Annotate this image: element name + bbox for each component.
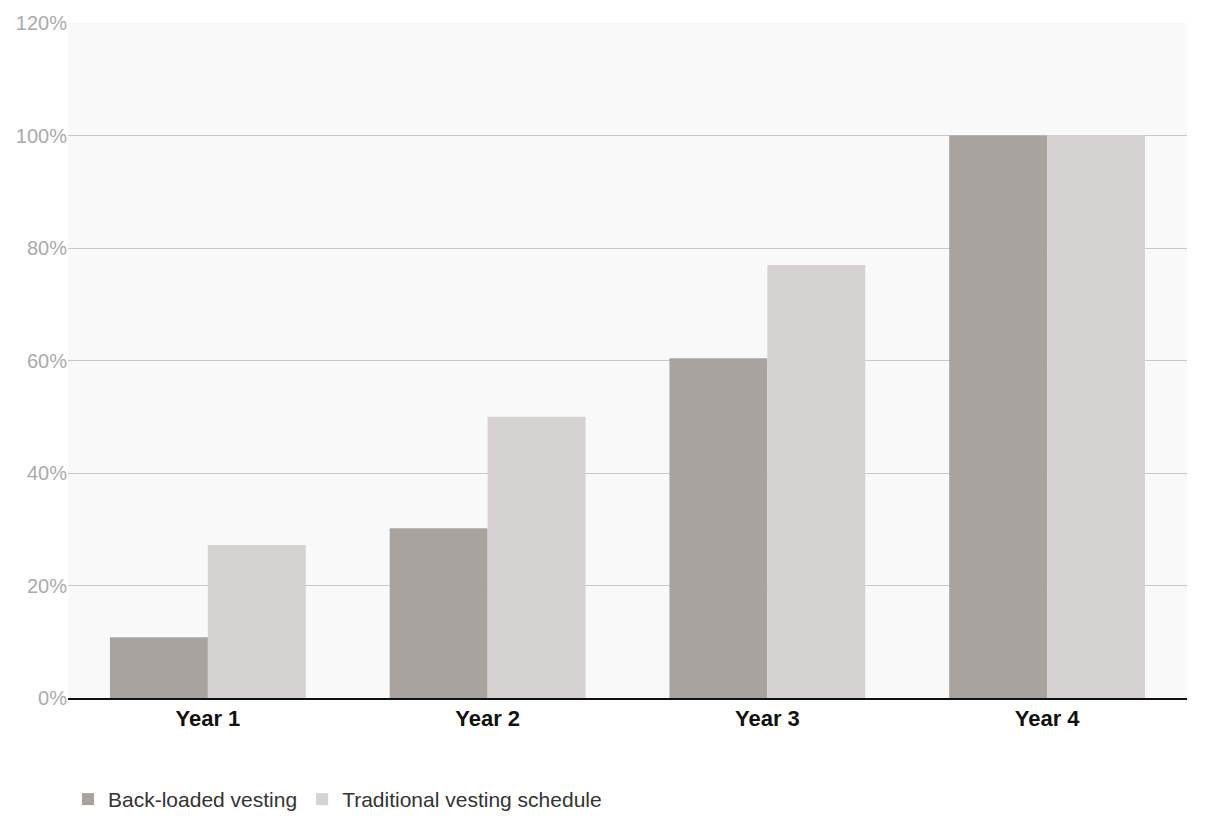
svg-text:40%: 40%	[27, 462, 67, 484]
svg-text:20%: 20%	[27, 575, 67, 597]
svg-text:Year 2: Year 2	[455, 706, 520, 731]
svg-text:Year 4: Year 4	[1015, 706, 1081, 731]
svg-text:100%: 100%	[16, 125, 67, 147]
svg-text:80%: 80%	[27, 237, 67, 259]
svg-text:120%: 120%	[16, 12, 67, 34]
svg-text:60%: 60%	[27, 350, 67, 372]
svg-text:0%: 0%	[38, 687, 67, 709]
svg-text:Year 3: Year 3	[735, 706, 800, 731]
svg-text:Traditional vesting schedule: Traditional vesting schedule	[342, 788, 602, 811]
svg-text:Year 1: Year 1	[175, 706, 240, 731]
svg-text:Back-loaded vesting: Back-loaded vesting	[108, 788, 297, 811]
